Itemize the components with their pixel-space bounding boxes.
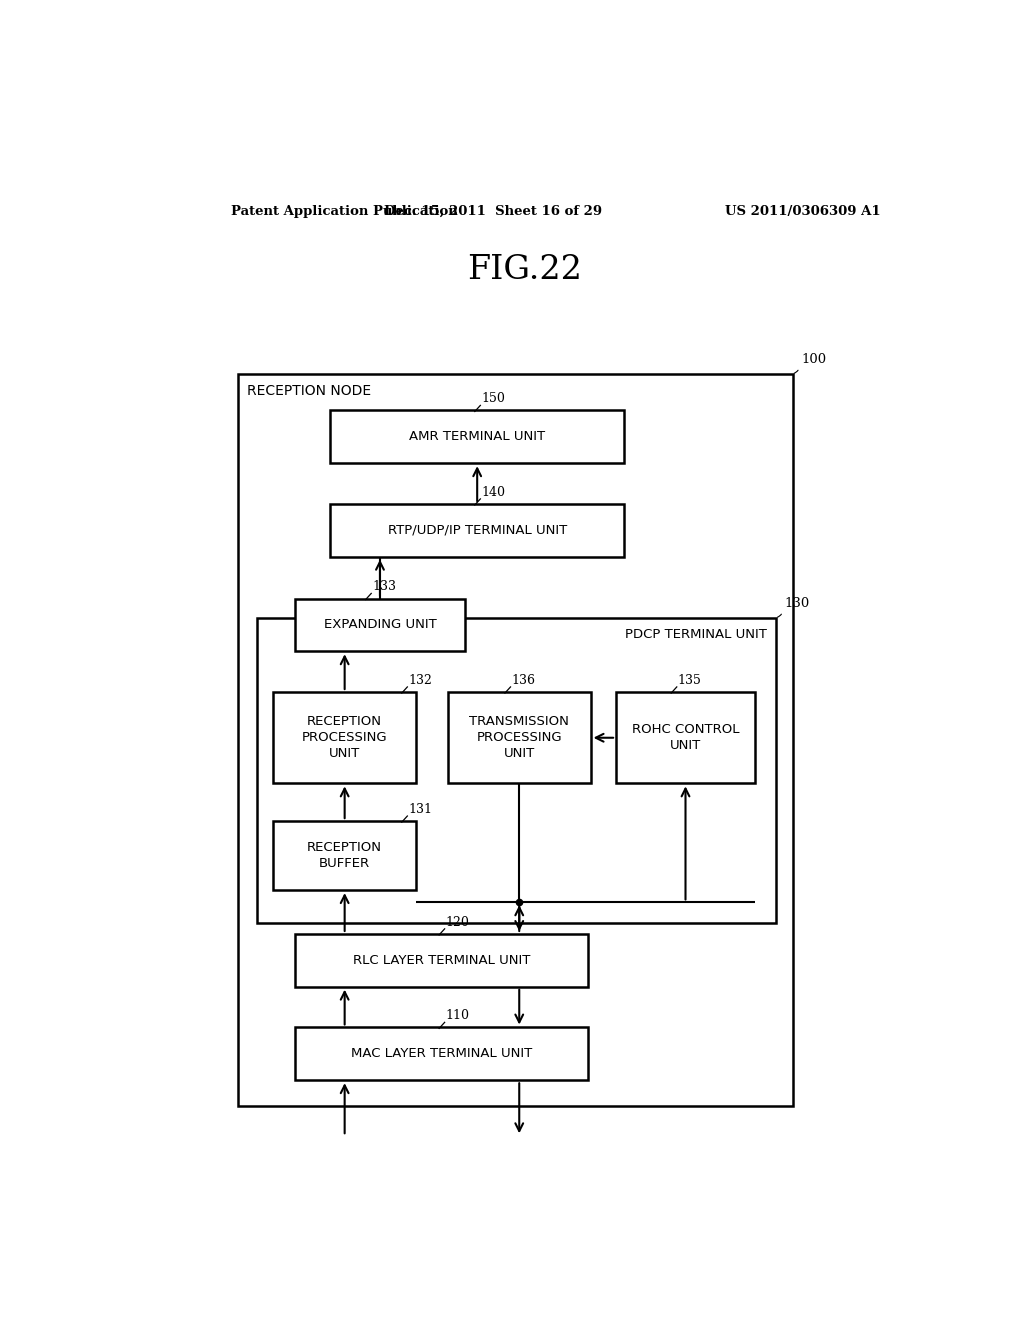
Text: RLC LAYER TERMINAL UNIT: RLC LAYER TERMINAL UNIT	[353, 954, 530, 966]
Text: 130: 130	[784, 597, 810, 610]
Bar	[331, 504, 624, 557]
Text: Patent Application Publication: Patent Application Publication	[231, 205, 458, 218]
Bar	[295, 1027, 588, 1080]
Text: RECEPTION
PROCESSING
UNIT: RECEPTION PROCESSING UNIT	[302, 715, 387, 760]
Bar	[295, 935, 588, 987]
Text: TRANSMISSION
PROCESSING
UNIT: TRANSMISSION PROCESSING UNIT	[469, 715, 569, 760]
Text: 110: 110	[445, 1010, 469, 1022]
Text: 132: 132	[409, 675, 432, 686]
Text: Dec. 15, 2011  Sheet 16 of 29: Dec. 15, 2011 Sheet 16 of 29	[384, 205, 602, 218]
Text: EXPANDING UNIT: EXPANDING UNIT	[324, 619, 436, 631]
Text: FIG.22: FIG.22	[467, 255, 583, 286]
Text: RECEPTION NODE: RECEPTION NODE	[247, 384, 371, 399]
Text: 133: 133	[372, 581, 396, 594]
Text: 131: 131	[409, 803, 432, 816]
Bar	[257, 618, 776, 923]
Text: 100: 100	[801, 352, 826, 366]
Text: 120: 120	[445, 916, 469, 929]
Text: 150: 150	[481, 392, 505, 405]
Text: AMR TERMINAL UNIT: AMR TERMINAL UNIT	[410, 430, 545, 444]
Bar	[273, 692, 416, 784]
Bar	[273, 821, 416, 890]
Text: MAC LAYER TERMINAL UNIT: MAC LAYER TERMINAL UNIT	[351, 1047, 532, 1060]
Bar	[616, 692, 755, 784]
Text: 136: 136	[511, 675, 536, 686]
Text: RTP/UDP/IP TERMINAL UNIT: RTP/UDP/IP TERMINAL UNIT	[387, 524, 567, 537]
Bar	[238, 374, 793, 1106]
Text: PDCP TERMINAL UNIT: PDCP TERMINAL UNIT	[625, 628, 767, 642]
Text: US 2011/0306309 A1: US 2011/0306309 A1	[725, 205, 881, 218]
Text: ROHC CONTROL
UNIT: ROHC CONTROL UNIT	[632, 723, 739, 752]
Text: RECEPTION
BUFFER: RECEPTION BUFFER	[307, 841, 382, 870]
Text: 140: 140	[481, 486, 505, 499]
Text: 135: 135	[678, 675, 701, 686]
Bar	[331, 411, 624, 463]
Bar	[295, 598, 465, 651]
Bar	[447, 692, 591, 784]
